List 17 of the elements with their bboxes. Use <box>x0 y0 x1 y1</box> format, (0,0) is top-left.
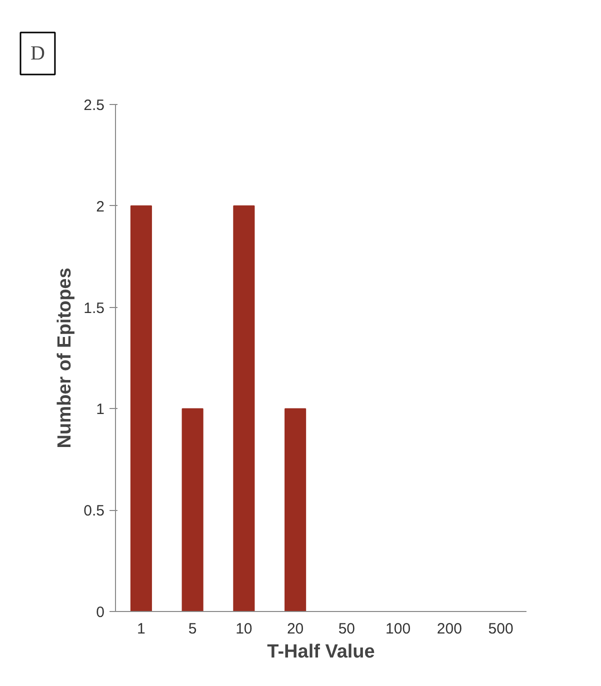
x-tick-label: 10 <box>236 620 252 638</box>
x-tick-label: 5 <box>188 620 197 638</box>
y-tick-label: 2.5 <box>84 97 105 114</box>
x-tick-label: 100 <box>386 620 411 638</box>
y-axis-title: Number of Epitopes <box>54 268 76 448</box>
x-axis-title: T-Half Value <box>267 642 375 662</box>
x-tick-label: 50 <box>338 620 356 638</box>
y-tick-label: 2 <box>96 198 104 216</box>
y-tick-label: 1.5 <box>84 300 105 317</box>
y-tick-label: 1 <box>96 401 104 418</box>
y-tick-label: 0.5 <box>84 502 105 520</box>
x-tick-label: 1 <box>137 620 146 638</box>
x-tick-label: 500 <box>488 620 514 638</box>
y-tick-label: 0 <box>96 604 104 621</box>
text: D <box>30 42 45 64</box>
x-tick-label: 20 <box>286 620 304 638</box>
x-tick-label: 200 <box>436 620 462 638</box>
